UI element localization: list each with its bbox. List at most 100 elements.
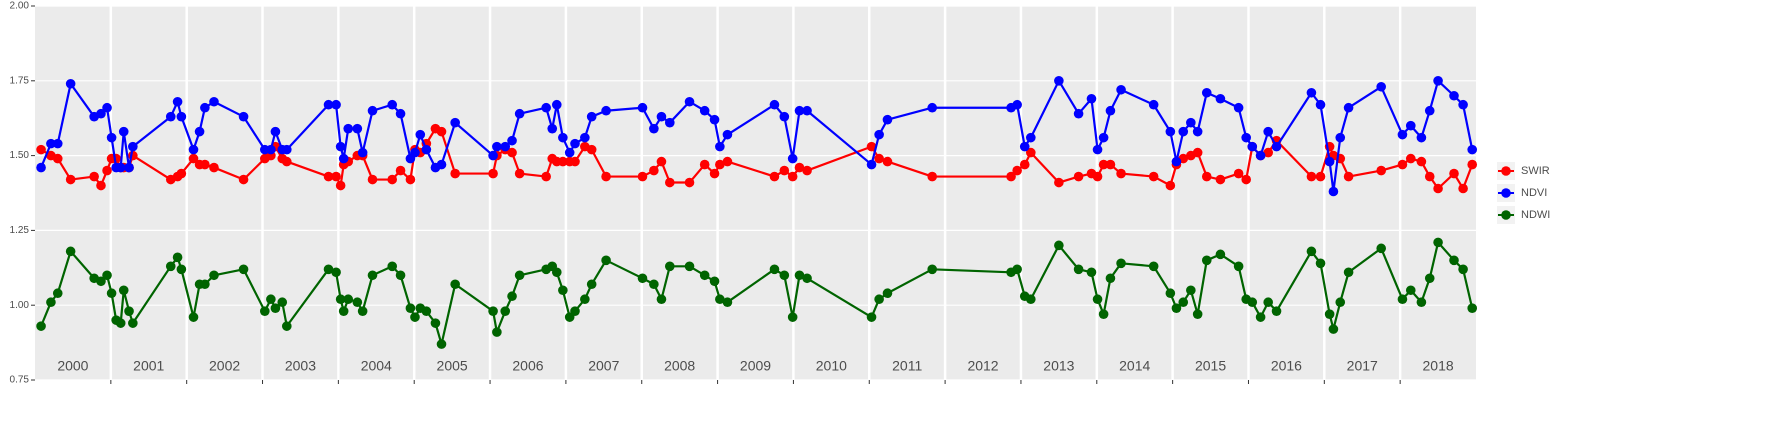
data-point: [128, 318, 138, 328]
data-point: [601, 255, 611, 266]
data-point: [1433, 76, 1443, 86]
x-tick-label: 2009: [740, 358, 771, 374]
data-point: [1073, 108, 1084, 119]
data-point: [1116, 168, 1126, 179]
data-point: [387, 174, 398, 185]
data-point: [430, 318, 441, 328]
x-tick-label: 2003: [285, 358, 316, 374]
data-point: [1306, 246, 1317, 257]
data-point: [387, 261, 398, 272]
data-point: [1054, 76, 1064, 86]
data-point: [281, 321, 292, 331]
legend-label: SWIR: [1521, 165, 1550, 177]
x-tick-label: 2007: [588, 358, 619, 374]
data-point: [1233, 261, 1244, 272]
data-point: [874, 294, 884, 305]
data-point: [586, 144, 597, 155]
data-point: [323, 264, 334, 275]
data-point: [1255, 312, 1266, 322]
data-point: [1315, 258, 1326, 269]
data-point: [802, 105, 812, 116]
data-point: [1306, 87, 1317, 98]
data-point: [570, 156, 580, 167]
data-point: [118, 126, 129, 137]
data-point: [1233, 102, 1244, 113]
data-point: [1054, 240, 1064, 251]
data-point: [194, 126, 205, 137]
data-point: [46, 138, 56, 149]
data-point: [1271, 306, 1282, 316]
data-point: [1105, 273, 1116, 284]
data-point: [188, 153, 199, 164]
data-point: [601, 105, 611, 116]
data-point: [769, 99, 780, 110]
data-point: [1458, 183, 1468, 194]
data-point: [586, 279, 597, 290]
data-point: [106, 132, 117, 143]
y-tick-label: 1.00: [10, 300, 30, 311]
data-point: [323, 171, 334, 182]
data-point: [323, 99, 334, 110]
data-point: [165, 261, 176, 272]
data-point: [1192, 147, 1203, 158]
data-point: [331, 171, 341, 182]
data-point: [1092, 171, 1103, 182]
plot-panel: [35, 6, 1476, 380]
data-point: [1424, 171, 1435, 182]
data-point: [338, 153, 349, 164]
data-point: [1405, 153, 1416, 164]
data-point: [507, 291, 517, 302]
data-point: [1328, 324, 1339, 334]
data-point: [488, 306, 498, 316]
x-tick-label: 2001: [133, 358, 164, 374]
data-point: [118, 285, 129, 296]
data-point: [1026, 132, 1036, 143]
data-point: [209, 96, 219, 107]
data-point: [769, 171, 780, 182]
data-point: [165, 111, 176, 122]
data-point: [874, 129, 884, 140]
data-point: [1255, 150, 1266, 161]
data-point: [1397, 159, 1408, 170]
data-point: [200, 159, 210, 170]
legend-point: [1501, 188, 1511, 198]
x-tick-label: 2002: [209, 358, 240, 374]
data-point: [115, 162, 126, 173]
data-point: [649, 165, 659, 176]
data-point: [1335, 297, 1346, 308]
data-point: [1026, 294, 1036, 305]
data-point: [387, 99, 398, 110]
data-point: [541, 102, 551, 113]
data-point: [352, 123, 363, 134]
data-point: [172, 96, 183, 107]
data-point: [357, 147, 368, 158]
data-point: [1215, 93, 1226, 104]
data-point: [96, 180, 106, 191]
data-point: [656, 156, 667, 167]
data-point: [1171, 156, 1182, 167]
data-point: [488, 168, 498, 179]
data-point: [1098, 159, 1109, 170]
data-point: [1012, 99, 1022, 110]
data-point: [1019, 159, 1030, 170]
data-point: [1449, 255, 1459, 266]
data-point: [102, 165, 112, 176]
x-tick-label: 2017: [1347, 358, 1378, 374]
data-point: [1376, 81, 1386, 92]
data-point: [200, 102, 210, 113]
data-point: [492, 327, 502, 337]
data-point: [209, 270, 219, 281]
legend-label: NDWI: [1521, 209, 1550, 221]
data-point: [352, 297, 363, 308]
data-point: [1186, 285, 1196, 296]
data-point: [722, 156, 733, 167]
data-point: [514, 108, 525, 119]
data-point: [1376, 165, 1386, 176]
data-point: [395, 270, 406, 281]
data-point: [343, 123, 354, 134]
data-point: [787, 153, 798, 164]
data-point: [1086, 267, 1097, 278]
data-point: [266, 144, 276, 155]
data-point: [1012, 165, 1022, 176]
data-point: [1433, 183, 1443, 194]
